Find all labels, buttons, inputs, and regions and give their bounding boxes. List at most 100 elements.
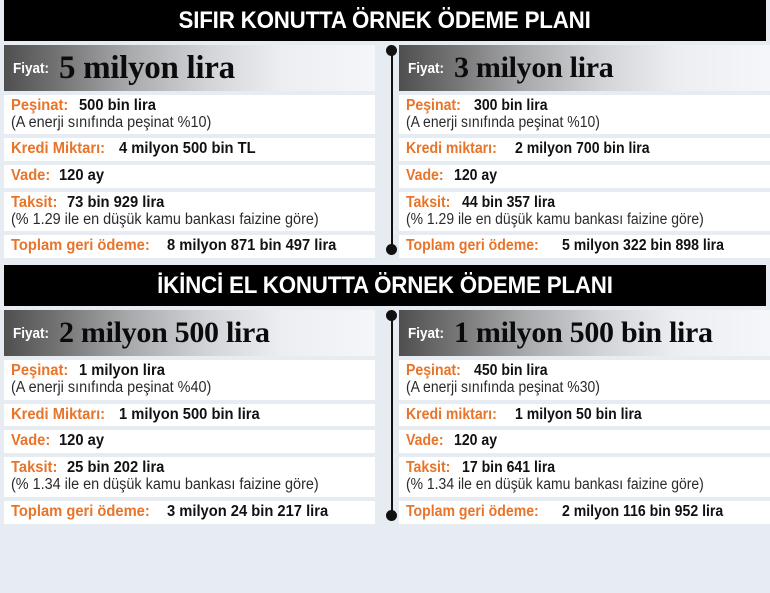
- plan-columns: Fiyat: 2 milyon 500 lira Peşinat: 1 mily…: [0, 306, 770, 524]
- plan-row: Vade: 120 ay: [4, 165, 375, 189]
- section-new-housing: SIFIR KONUTTA ÖRNEK ÖDEME PLANI Fiyat: 5…: [0, 0, 770, 259]
- row-key: Taksit:: [11, 194, 58, 212]
- row-key: Vade:: [11, 432, 51, 450]
- plan-row: Toplam geri ödeme: 5 milyon 322 bin 898 …: [399, 235, 770, 259]
- price-label: Fiyat:: [13, 324, 50, 342]
- row-value: 120 ay: [59, 167, 105, 185]
- row-note: (% 1.29 ile en düşük kamu bankası faizin…: [11, 210, 319, 228]
- plan-row: Vade: 120 ay: [4, 430, 375, 454]
- section-title-band: SIFIR KONUTTA ÖRNEK ÖDEME PLANI: [4, 0, 766, 41]
- row-note: (A enerji sınıfında peşinat %30): [406, 379, 600, 397]
- section-spacer: [0, 258, 770, 265]
- row-key: Vade:: [11, 167, 51, 185]
- plan-card-left: Fiyat: 2 milyon 500 lira Peşinat: 1 mily…: [4, 310, 375, 524]
- row-key: Vade:: [406, 167, 444, 185]
- row-note: (% 1.34 ile en düşük kamu bankası faizin…: [406, 476, 704, 494]
- price-bar: Fiyat: 1 milyon 500 bin lira: [399, 310, 770, 357]
- row-value: 1 milyon 500 bin lira: [118, 405, 260, 423]
- plan-row: Peşinat: 300 bin lira (A enerji sınıfınd…: [399, 95, 770, 135]
- plan-row: Peşinat: 500 bin lira (A enerji sınıfınd…: [4, 95, 375, 135]
- row-value: 8 milyon 871 bin 497 lira: [167, 237, 337, 255]
- row-key: Taksit:: [11, 459, 58, 477]
- column-divider: [386, 310, 398, 521]
- row-key: Taksit:: [406, 459, 451, 477]
- divider-dot-top-icon: [386, 45, 397, 56]
- row-note: (A enerji sınıfında peşinat %10): [11, 113, 212, 131]
- plan-row: Toplam geri ödeme: 3 milyon 24 bin 217 l…: [4, 500, 375, 524]
- row-value: 2 milyon 700 bin lira: [514, 140, 650, 158]
- row-key: Peşinat:: [11, 362, 69, 380]
- row-value: 1 milyon lira: [78, 362, 165, 380]
- row-value: 2 milyon 116 bin 952 lira: [562, 502, 724, 520]
- plan-rows: Peşinat: 1 milyon lira (A enerji sınıfın…: [4, 360, 375, 524]
- row-note: (% 1.29 ile en düşük kamu bankası faizin…: [406, 210, 704, 228]
- row-key: Taksit:: [406, 194, 451, 212]
- row-value: 500 bin lira: [78, 97, 156, 114]
- plan-row: Toplam geri ödeme: 8 milyon 871 bin 497 …: [4, 235, 375, 259]
- row-value: 120 ay: [59, 432, 105, 450]
- row-note: (% 1.34 ile en düşük kamu bankası faizin…: [11, 476, 319, 494]
- plan-row: Kredi Miktarı: 1 milyon 500 bin lira: [4, 403, 375, 427]
- section-title-band: İKİNCİ EL KONUTTA ÖRNEK ÖDEME PLANI: [4, 265, 766, 307]
- row-value: 120 ay: [454, 432, 498, 450]
- price-value: 3 milyon lira: [454, 51, 614, 84]
- price-label: Fiyat:: [408, 324, 445, 342]
- plan-row: Vade: 120 ay: [399, 165, 770, 189]
- divider-dot-top-icon: [386, 310, 397, 322]
- plan-card-right: Fiyat: 1 milyon 500 bin lira Peşinat: 45…: [399, 310, 770, 524]
- row-key: Kredi miktarı:: [406, 405, 497, 423]
- plan-columns: Fiyat: 5 milyon lira Peşinat: 500 bin li…: [0, 41, 770, 259]
- plan-card-left: Fiyat: 5 milyon lira Peşinat: 500 bin li…: [4, 45, 375, 259]
- row-key: Vade:: [406, 432, 444, 450]
- section-title-text: İKİNCİ EL KONUTTA ÖRNEK ÖDEME PLANI: [157, 271, 613, 299]
- plan-row: Peşinat: 1 milyon lira (A enerji sınıfın…: [4, 360, 375, 400]
- plan-row: Peşinat: 450 bin lira (A enerji sınıfınd…: [399, 360, 770, 400]
- row-value: 5 milyon 322 bin 898 lira: [562, 237, 725, 255]
- price-label: Fiyat:: [408, 59, 445, 77]
- plan-card-right: Fiyat: 3 milyon lira Peşinat: 300 bin li…: [399, 45, 770, 259]
- row-key: Toplam geri ödeme:: [11, 237, 150, 255]
- plan-rows: Peşinat: 500 bin lira (A enerji sınıfınd…: [4, 95, 375, 259]
- row-value: 3 milyon 24 bin 217 lira: [167, 502, 329, 520]
- column-divider: [386, 45, 398, 256]
- plan-row: Taksit: 73 bin 929 lira (% 1.29 ile en d…: [4, 192, 375, 232]
- row-value: 450 bin lira: [473, 362, 548, 380]
- row-value: 120 ay: [454, 167, 498, 185]
- divider-line: [391, 50, 393, 251]
- row-note: (A enerji sınıfında peşinat %40): [11, 379, 212, 397]
- price-value: 5 milyon lira: [59, 49, 235, 86]
- plan-row: Toplam geri ödeme: 2 milyon 116 bin 952 …: [399, 500, 770, 524]
- row-key: Toplam geri ödeme:: [406, 237, 539, 255]
- plan-row: Taksit: 25 bin 202 lira (% 1.34 ile en d…: [4, 457, 375, 497]
- row-key: Kredi Miktarı:: [11, 140, 106, 158]
- plan-row: Kredi Miktarı: 4 milyon 500 bin TL: [4, 138, 375, 162]
- plan-row: Taksit: 17 bin 641 lira (% 1.34 ile en d…: [399, 457, 770, 497]
- plan-row: Vade: 120 ay: [399, 430, 770, 454]
- plan-row: Taksit: 44 bin 357 lira (% 1.29 ile en d…: [399, 192, 770, 232]
- row-key: Kredi Miktarı:: [11, 405, 106, 423]
- price-bar: Fiyat: 3 milyon lira: [399, 45, 770, 91]
- price-value: 2 milyon 500 lira: [59, 316, 270, 350]
- section-title-text: SIFIR KONUTTA ÖRNEK ÖDEME PLANI: [178, 6, 592, 34]
- row-key: Toplam geri ödeme:: [11, 502, 150, 520]
- row-value: 73 bin 929 lira: [66, 194, 165, 212]
- row-key: Kredi miktarı:: [406, 140, 497, 158]
- row-value: 44 bin 357 lira: [461, 194, 555, 212]
- price-bar: Fiyat: 5 milyon lira: [4, 45, 375, 91]
- price-label: Fiyat:: [13, 59, 50, 77]
- divider-line: [391, 315, 393, 516]
- row-note: (A enerji sınıfında peşinat %10): [406, 113, 600, 131]
- row-key: Peşinat:: [11, 97, 69, 114]
- price-value: 1 milyon 500 bin lira: [454, 316, 713, 350]
- row-value: 300 bin lira: [473, 97, 548, 114]
- price-bar: Fiyat: 2 milyon 500 lira: [4, 310, 375, 357]
- row-value: 17 bin 641 lira: [461, 459, 555, 477]
- row-key: Peşinat:: [406, 362, 461, 380]
- row-key: Peşinat:: [406, 97, 461, 114]
- plan-rows: Peşinat: 300 bin lira (A enerji sınıfınd…: [399, 95, 770, 259]
- row-value: 25 bin 202 lira: [66, 459, 165, 477]
- plan-row: Kredi miktarı: 1 milyon 50 bin lira: [399, 403, 770, 427]
- row-value: 4 milyon 500 bin TL: [118, 140, 256, 158]
- row-key: Toplam geri ödeme:: [406, 502, 539, 520]
